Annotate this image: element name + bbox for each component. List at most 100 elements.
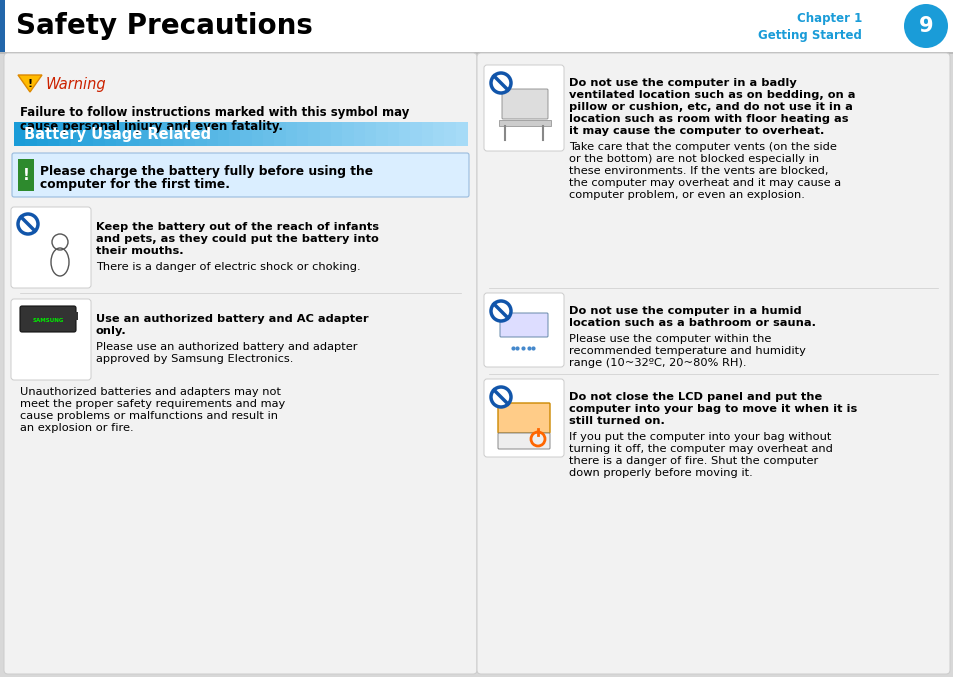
Text: location such as room with floor heating as: location such as room with floor heating… bbox=[568, 114, 847, 124]
Text: these environments. If the vents are blocked,: these environments. If the vents are blo… bbox=[568, 166, 827, 176]
Bar bbox=[296, 122, 309, 146]
Circle shape bbox=[491, 387, 511, 407]
Bar bbox=[82, 122, 94, 146]
Bar bbox=[274, 122, 287, 146]
Text: range (10~32ºC, 20~80% RH).: range (10~32ºC, 20~80% RH). bbox=[568, 358, 745, 368]
Text: location such as a bathroom or sauna.: location such as a bathroom or sauna. bbox=[568, 318, 815, 328]
Bar bbox=[252, 122, 264, 146]
Bar bbox=[161, 122, 173, 146]
Bar bbox=[206, 122, 218, 146]
Text: Please charge the battery fully before using the: Please charge the battery fully before u… bbox=[40, 165, 373, 178]
Text: cause problems or malfunctions and result in: cause problems or malfunctions and resul… bbox=[20, 411, 277, 421]
Text: an explosion or fire.: an explosion or fire. bbox=[20, 423, 133, 433]
FancyBboxPatch shape bbox=[483, 65, 563, 151]
FancyBboxPatch shape bbox=[11, 299, 91, 380]
Bar bbox=[26, 122, 37, 146]
Text: Take care that the computer vents (on the side: Take care that the computer vents (on th… bbox=[568, 142, 836, 152]
Bar bbox=[127, 122, 139, 146]
Text: the computer may overheat and it may cause a: the computer may overheat and it may cau… bbox=[568, 178, 841, 188]
FancyBboxPatch shape bbox=[12, 153, 469, 197]
Text: Do not close the LCD panel and put the: Do not close the LCD panel and put the bbox=[568, 392, 821, 402]
Text: and pets, as they could put the battery into: and pets, as they could put the battery … bbox=[96, 234, 378, 244]
Bar bbox=[308, 122, 320, 146]
Bar bbox=[456, 122, 468, 146]
Text: meet the proper safety requirements and may: meet the proper safety requirements and … bbox=[20, 399, 285, 409]
Bar bbox=[74, 312, 78, 320]
FancyBboxPatch shape bbox=[499, 313, 547, 337]
FancyBboxPatch shape bbox=[476, 53, 949, 674]
FancyBboxPatch shape bbox=[483, 379, 563, 457]
Text: there is a danger of fire. Shut the computer: there is a danger of fire. Shut the comp… bbox=[568, 456, 818, 466]
Bar bbox=[150, 122, 162, 146]
Text: Please use an authorized battery and adapter: Please use an authorized battery and ada… bbox=[96, 342, 357, 352]
Text: Safety Precautions: Safety Precautions bbox=[16, 12, 313, 40]
Bar bbox=[331, 122, 343, 146]
Text: ventilated location such as on bedding, on a: ventilated location such as on bedding, … bbox=[568, 90, 855, 100]
Circle shape bbox=[491, 73, 511, 93]
Bar bbox=[342, 122, 355, 146]
Circle shape bbox=[491, 301, 511, 321]
Text: If you put the computer into your bag without: If you put the computer into your bag wi… bbox=[568, 432, 830, 442]
Bar bbox=[59, 122, 71, 146]
Bar bbox=[444, 122, 456, 146]
Text: !: ! bbox=[23, 167, 30, 183]
FancyBboxPatch shape bbox=[11, 207, 91, 288]
Bar bbox=[138, 122, 151, 146]
Bar bbox=[398, 122, 411, 146]
Bar bbox=[240, 122, 253, 146]
Text: it may cause the computer to overheat.: it may cause the computer to overheat. bbox=[568, 126, 823, 136]
FancyBboxPatch shape bbox=[4, 53, 476, 674]
Bar bbox=[263, 122, 275, 146]
Text: Failure to follow instructions marked with this symbol may: Failure to follow instructions marked wi… bbox=[20, 106, 409, 119]
Text: !: ! bbox=[28, 79, 32, 89]
Bar bbox=[172, 122, 185, 146]
Circle shape bbox=[18, 214, 38, 234]
Text: computer for the first time.: computer for the first time. bbox=[40, 178, 230, 191]
Text: computer into your bag to move it when it is: computer into your bag to move it when i… bbox=[568, 404, 857, 414]
Bar bbox=[229, 122, 241, 146]
FancyBboxPatch shape bbox=[501, 89, 547, 119]
Bar bbox=[105, 122, 117, 146]
Text: approved by Samsung Electronics.: approved by Samsung Electronics. bbox=[96, 354, 294, 364]
Text: pillow or cushion, etc, and do not use it in a: pillow or cushion, etc, and do not use i… bbox=[568, 102, 852, 112]
Text: only.: only. bbox=[96, 326, 127, 336]
Bar bbox=[36, 122, 49, 146]
FancyBboxPatch shape bbox=[497, 403, 550, 433]
FancyBboxPatch shape bbox=[483, 293, 563, 367]
Bar bbox=[93, 122, 106, 146]
Text: Do not use the computer in a badly: Do not use the computer in a badly bbox=[568, 78, 796, 88]
Bar bbox=[217, 122, 230, 146]
Text: There is a danger of electric shock or choking.: There is a danger of electric shock or c… bbox=[96, 262, 360, 272]
Bar bbox=[376, 122, 388, 146]
Bar bbox=[116, 122, 128, 146]
Text: Keep the battery out of the reach of infants: Keep the battery out of the reach of inf… bbox=[96, 222, 378, 232]
Text: down properly before moving it.: down properly before moving it. bbox=[568, 468, 752, 478]
Text: SAMSUNG: SAMSUNG bbox=[32, 318, 64, 322]
Bar bbox=[354, 122, 366, 146]
Bar bbox=[286, 122, 297, 146]
Bar bbox=[184, 122, 196, 146]
Bar bbox=[0, 52, 953, 54]
Bar bbox=[0, 0, 5, 52]
Text: still turned on.: still turned on. bbox=[568, 416, 664, 426]
Bar bbox=[71, 122, 83, 146]
FancyBboxPatch shape bbox=[20, 306, 76, 332]
Text: turning it off, the computer may overheat and: turning it off, the computer may overhea… bbox=[568, 444, 832, 454]
Bar bbox=[319, 122, 332, 146]
Text: 9: 9 bbox=[918, 16, 932, 36]
Bar bbox=[48, 122, 60, 146]
Circle shape bbox=[903, 4, 947, 48]
Bar bbox=[0, 0, 953, 52]
Text: computer problem, or even an explosion.: computer problem, or even an explosion. bbox=[568, 190, 804, 200]
Bar bbox=[421, 122, 434, 146]
Text: cause personal injury and even fatality.: cause personal injury and even fatality. bbox=[20, 120, 283, 133]
Text: Battery Usage Related: Battery Usage Related bbox=[24, 127, 211, 141]
Bar bbox=[498, 120, 551, 126]
Text: their mouths.: their mouths. bbox=[96, 246, 183, 256]
Text: Unauthorized batteries and adapters may not: Unauthorized batteries and adapters may … bbox=[20, 387, 281, 397]
Bar bbox=[14, 122, 27, 146]
Polygon shape bbox=[18, 75, 42, 92]
Bar bbox=[365, 122, 377, 146]
Bar bbox=[387, 122, 399, 146]
Bar bbox=[18, 159, 34, 191]
